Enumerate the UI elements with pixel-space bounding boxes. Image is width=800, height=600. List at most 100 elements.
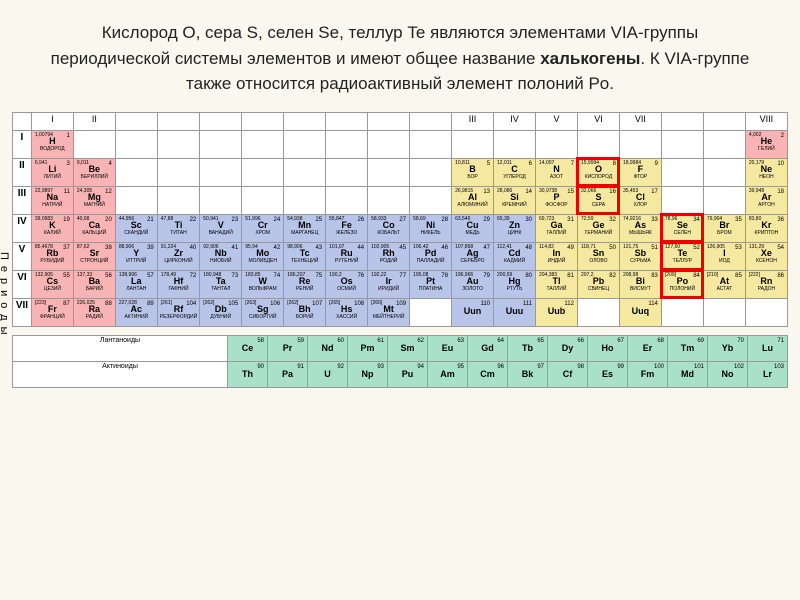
- element-cell: 91,22440ZrЦИРКОНИЙ: [157, 242, 199, 270]
- element-cell: [200, 158, 242, 186]
- element-cell: [115, 130, 157, 158]
- element-cell: 71Lu: [748, 335, 788, 361]
- period-number: VI: [13, 270, 32, 298]
- element-cell: 65,3930ZnЦИНК: [494, 214, 536, 242]
- element-cell: [73, 130, 115, 158]
- period-row: VI132,90555CsЦЕЗИЙ137,3356BaБАРИЙ138,906…: [13, 270, 788, 298]
- group-header: [326, 112, 368, 130]
- element-cell: 98,90643TcТЕХНЕЦИЙ: [284, 242, 326, 270]
- group-header: [200, 112, 242, 130]
- period-number: I: [13, 130, 32, 158]
- group-header: [284, 112, 326, 130]
- element-cell: [265]108HsХАССИЙ: [326, 298, 368, 326]
- group-header: I: [31, 112, 73, 130]
- element-cell: [115, 186, 157, 214]
- element-cell: 112Uub: [536, 298, 578, 326]
- group-header: [410, 112, 452, 130]
- element-cell: 32,06616SСЕРА: [577, 186, 619, 214]
- period-number: IV: [13, 214, 32, 242]
- element-cell: [157, 186, 199, 214]
- element-cell: 70Yb: [708, 335, 748, 361]
- group-header: V: [536, 112, 578, 130]
- element-cell: [577, 298, 619, 326]
- element-cell: 39,098319KКАЛИЙ: [31, 214, 73, 242]
- element-cell: [661, 186, 703, 214]
- element-cell: 15,99948OКИСЛОРОД: [577, 158, 619, 186]
- element-cell: 95Am: [428, 361, 468, 387]
- element-cell: 192,2277IrИРИДИЙ: [368, 270, 410, 298]
- element-cell: 121,7551SbСУРЬМА: [619, 242, 661, 270]
- header-bold: халькогены: [540, 49, 640, 68]
- group-header-row: IIIIIIIVVVIVIIVIII: [13, 112, 788, 130]
- element-cell: 132,90555CsЦЕЗИЙ: [31, 270, 73, 298]
- element-cell: 137,3356BaБАРИЙ: [73, 270, 115, 298]
- element-cell: [223]87FrФРАНЦИЙ: [31, 298, 73, 326]
- element-cell: 66Dy: [548, 335, 588, 361]
- element-cell: [157, 158, 199, 186]
- element-cell: [368, 130, 410, 158]
- element-cell: 106,4246PdПАЛЛАДИЙ: [410, 242, 452, 270]
- element-cell: [703, 130, 745, 158]
- group-header: VIII: [745, 112, 787, 130]
- element-cell: 91Pa: [268, 361, 308, 387]
- periodic-table-container: Периоды IIIIIIIVVVIVIIVIII I1,007941HВОД…: [0, 112, 800, 388]
- element-cell: [619, 130, 661, 158]
- element-cell: 54,93825MnМАРГАНЕЦ: [284, 214, 326, 242]
- element-cell: [263]106SgСИБОРГИЙ: [242, 298, 284, 326]
- element-cell: 90Th: [228, 361, 268, 387]
- element-cell: 186,20775ReРЕНИЙ: [284, 270, 326, 298]
- f-block-row: Лантаноиды58Ce59Pr60Nd61Pm62Sm63Eu64Gd65…: [13, 335, 788, 361]
- period-number: II: [13, 158, 32, 186]
- element-cell: [210]85AtАСТАТ: [703, 270, 745, 298]
- element-cell: 10,8115BБОР: [452, 158, 494, 186]
- element-cell: 93Np: [348, 361, 388, 387]
- element-cell: [262]105DbДУБНИЙ: [200, 298, 242, 326]
- element-cell: [661, 298, 703, 326]
- element-cell: [410, 130, 452, 158]
- element-cell: 58Ce: [228, 335, 268, 361]
- element-cell: [242, 130, 284, 158]
- element-cell: 6,9413LiЛИТИЙ: [31, 158, 73, 186]
- element-cell: [115, 158, 157, 186]
- element-cell: [494, 130, 536, 158]
- element-cell: [745, 298, 787, 326]
- element-cell: 64Gd: [468, 335, 508, 361]
- group-header: [242, 112, 284, 130]
- element-cell: [703, 186, 745, 214]
- element-cell: 227,02889AcАКТИНИЙ: [115, 298, 157, 326]
- element-cell: 72,5932GeГЕРМАНИЙ: [577, 214, 619, 242]
- element-cell: [200, 130, 242, 158]
- element-cell: 127,6052TeТЕЛЛУР: [661, 242, 703, 270]
- element-cell: 87,6238SrСТРОНЦИЙ: [73, 242, 115, 270]
- element-cell: 50,94123VВАНАДИЙ: [200, 214, 242, 242]
- element-cell: 69Tm: [668, 335, 708, 361]
- element-cell: 98Cf: [548, 361, 588, 387]
- element-cell: [209]84PoПОЛОНИЙ: [661, 270, 703, 298]
- element-cell: [222]86RnРАДОН: [745, 270, 787, 298]
- element-cell: 67Ho: [588, 335, 628, 361]
- element-cell: [284, 186, 326, 214]
- element-cell: 47,8822TiТИТАН: [157, 214, 199, 242]
- element-cell: 62Sm: [388, 335, 428, 361]
- header-text: Кислород O, сера S, селен Se, теллур Te …: [0, 0, 800, 112]
- element-cell: [242, 186, 284, 214]
- element-cell: 26,981513AlАЛЮМИНИЙ: [452, 186, 494, 214]
- element-cell: 69,72331GaГАЛЛИЙ: [536, 214, 578, 242]
- element-cell: 126,90553IИОД: [703, 242, 745, 270]
- period-row: II6,9413LiЛИТИЙ9,0114BeБЕРИЛЛИЙ10,8115BБ…: [13, 158, 788, 186]
- element-cell: 61Pm: [348, 335, 388, 361]
- element-cell: 131,2954XeКСЕНОН: [745, 242, 787, 270]
- element-cell: 107,86847AgСЕРЕБРО: [452, 242, 494, 270]
- element-cell: 138,90657LaЛАНТАН: [115, 270, 157, 298]
- periodic-table: IIIIIIIVVVIVIIVIII I1,007941HВОДОРОД4,00…: [12, 112, 788, 327]
- element-cell: 40,0820CaКАЛЬЦИЙ: [73, 214, 115, 242]
- element-cell: [326, 186, 368, 214]
- group-header: [661, 112, 703, 130]
- element-cell: 226,02588RaРАДИЙ: [73, 298, 115, 326]
- element-cell: 51,99624CrХРОМ: [242, 214, 284, 242]
- element-cell: 14,0077NАЗОТ: [536, 158, 578, 186]
- element-cell: [262]107BhБОРИЙ: [284, 298, 326, 326]
- period-number: V: [13, 242, 32, 270]
- element-cell: [536, 130, 578, 158]
- element-cell: 118,7150SnОЛОВО: [577, 242, 619, 270]
